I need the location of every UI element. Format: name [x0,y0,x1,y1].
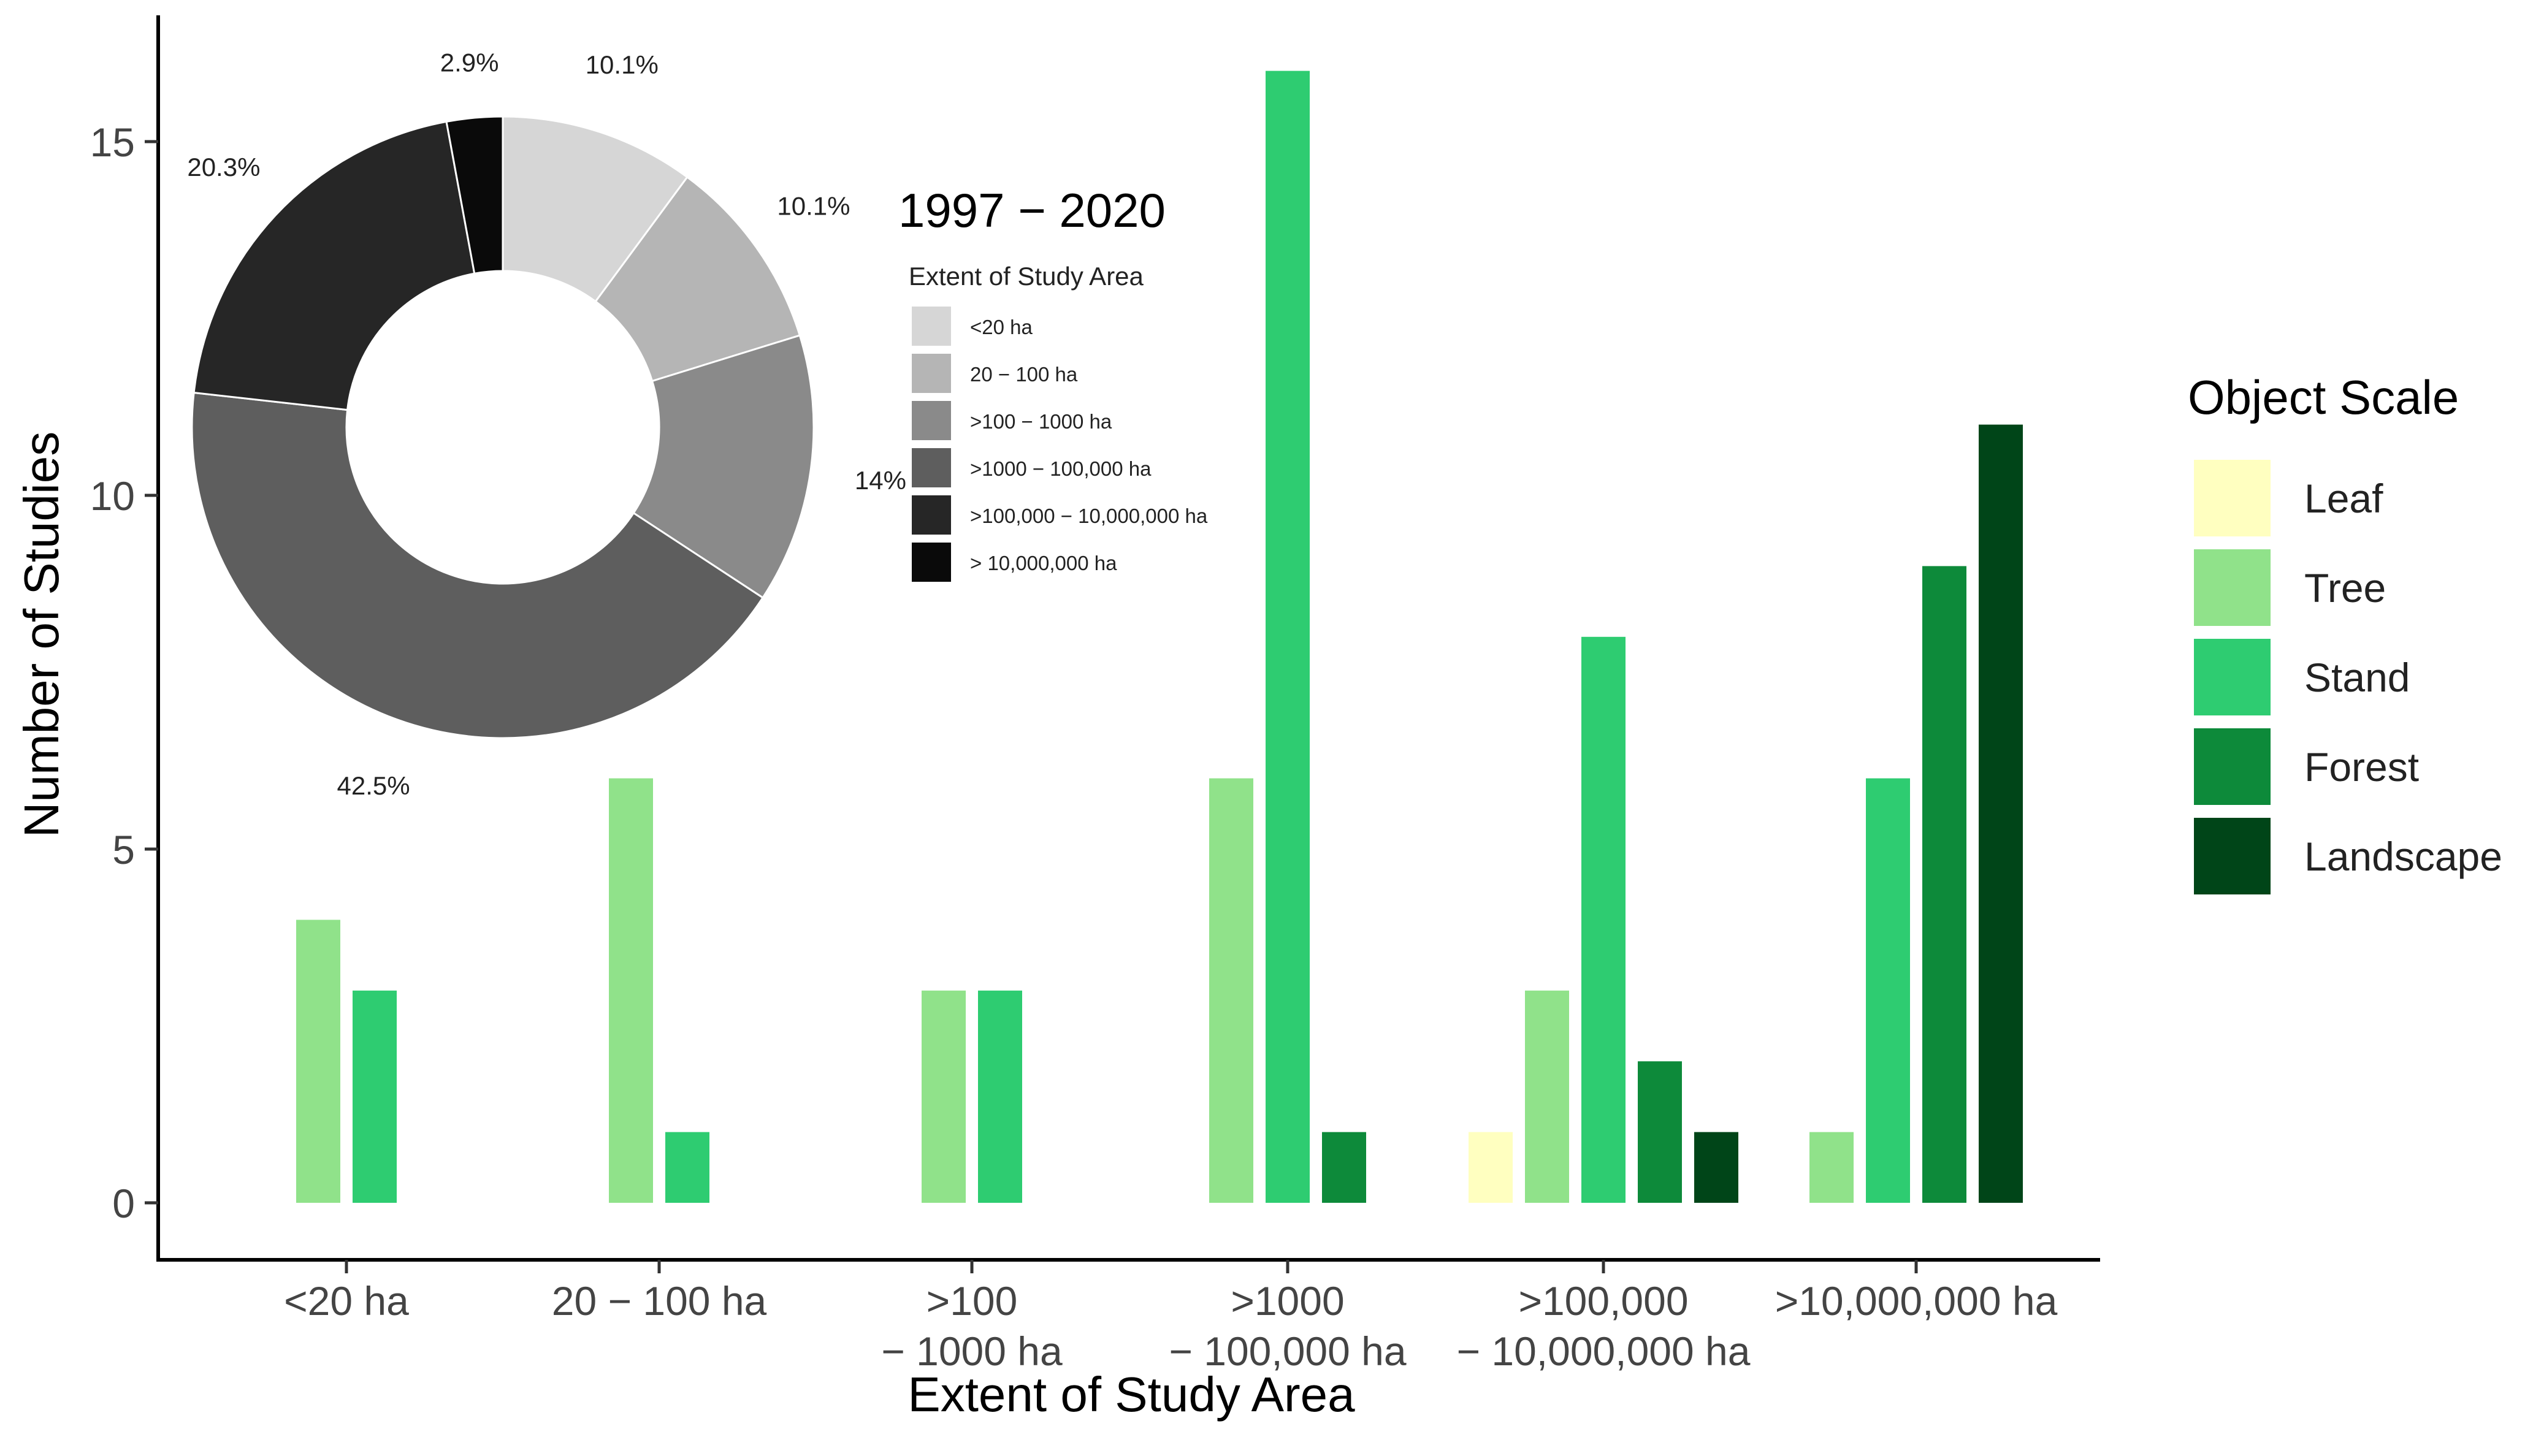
x-tick-label: >100,000 [1518,1278,1688,1324]
donut-legend-swatch [912,401,951,440]
bar-leaf [1469,1132,1513,1203]
bar-legend-title: Object Scale [2188,370,2459,424]
donut-legend-label: 20 − 100 ha [970,363,1078,386]
x-tick-label: >100 [926,1278,1018,1324]
bar-chart-axes: 0 5 10 15 [90,15,2100,1273]
donut-slice-5 [193,120,476,411]
legend-swatch-tree [2194,549,2271,626]
x-tick-label: − 1000 ha [881,1328,1063,1374]
bar-stand [353,990,397,1203]
donut-slice-label: 14% [855,466,906,495]
x-tick-label: <20 ha [284,1278,409,1324]
y-tick-label: 15 [90,120,135,165]
donut-legend-title: Extent of Study Area [909,262,1144,291]
donut-slice-label: 2.9% [440,48,499,77]
legend-swatch-stand [2194,639,2271,715]
x-axis-title: Extent of Study Area [907,1367,1355,1422]
donut-legend-swatch [912,354,951,393]
x-tick-label: 20 − 100 ha [552,1278,767,1324]
donut-title: 1997 − 2020 [898,183,1166,237]
y-tick-label: 10 [90,473,135,519]
x-tick-label: >10,000,000 ha [1775,1278,2058,1324]
donut-legend-label: >1000 − 100,000 ha [970,457,1152,480]
bar-stand [1266,71,1310,1203]
legend-swatch-leaf [2194,460,2271,536]
legend-label-forest: Forest [2304,744,2419,790]
bar-legend: Leaf Tree Stand Forest Landscape [2194,460,2502,894]
bar-tree [1809,1132,1854,1203]
donut-legend-swatch [912,495,951,535]
legend-label-stand: Stand [2304,655,2410,700]
x-tick-label: − 100,000 ha [1169,1328,1406,1374]
bar-stand [665,1132,709,1203]
legend-label-tree: Tree [2304,565,2386,611]
donut-slice-1 [502,115,689,303]
donut-slice-2 [594,175,801,383]
bar-forest [1638,1061,1682,1203]
donut-slice-6 [445,115,504,275]
donut-legend-swatch [912,543,951,582]
donut-chart [191,115,815,739]
bar-tree [922,990,966,1203]
donut-legend-label: >100 − 1000 ha [970,410,1112,433]
donut-slice-3 [632,334,815,600]
y-axis-title: Number of Studies [14,432,69,838]
bar-stand [978,990,1022,1203]
bar-tree [1209,778,1253,1203]
donut-legend-swatch [912,448,951,487]
bar-landscape [1694,1132,1738,1203]
donut-slice-4 [191,391,765,739]
legend-swatch-forest [2194,728,2271,805]
donut-legend-swatch [912,307,951,346]
donut-legend-label: >100,000 − 10,000,000 ha [970,505,1208,527]
bar-stand [1581,636,1626,1203]
bar-tree [609,778,653,1203]
bar-stand [1866,778,1910,1203]
donut-slice-label: 10.1% [777,192,850,221]
donut-slice-label: 42.5% [337,771,410,800]
x-tick-label: − 10,000,000 ha [1457,1328,1751,1374]
legend-swatch-landscape [2194,818,2271,894]
y-tick-label: 5 [112,827,135,872]
y-tick-label: 0 [112,1181,135,1226]
donut-slice-labels: 10.1% 10.1% 14% 42.5% 20.3% 2.9% [187,48,906,800]
bar-forest [1322,1132,1366,1203]
legend-label-leaf: Leaf [2304,476,2383,521]
x-tick-labels: <20 ha 20 − 100 ha >100− 1000 ha >1000− 100… [284,1278,2057,1374]
bar-forest [1922,566,1966,1203]
donut-legend-label: > 10,000,000 ha [970,552,1117,574]
legend-label-landscape: Landscape [2304,834,2502,879]
donut-slice-label: 20.3% [187,153,260,181]
donut-legend-label: <20 ha [970,316,1033,338]
bar-tree [1525,990,1569,1203]
donut-slice-label: 10.1% [586,50,659,79]
bar-chart-bars [296,71,2023,1203]
donut-legend: <20 ha 20 − 100 ha >100 − 1000 ha >1000 − 1… [912,307,1208,582]
bar-landscape [1979,424,2023,1203]
x-tick-label: >1000 [1231,1278,1344,1324]
bar-tree [296,920,340,1203]
